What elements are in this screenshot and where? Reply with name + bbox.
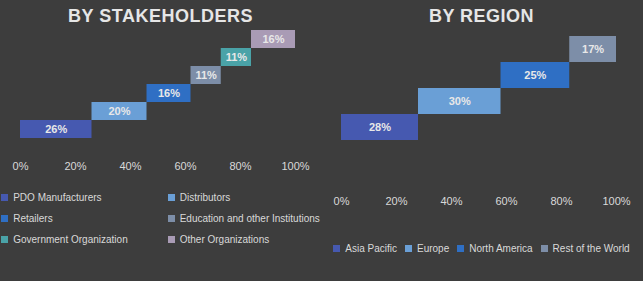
html-text:BY REGION: BY REGION: [428, 6, 535, 26]
svg-text:16%: 16%: [262, 33, 284, 45]
html-text:Rest of the World: Rest of the World: [552, 243, 630, 254]
svg-text:20%: 20%: [385, 195, 407, 207]
html-text:PDO Manufacturers: PDO Manufacturers: [13, 192, 102, 203]
svg-text:30%: 30%: [449, 95, 471, 107]
svg-text:26%: 26%: [45, 123, 67, 135]
html-text:North America: North America: [469, 243, 533, 254]
svg-text:80%: 80%: [550, 195, 572, 207]
svg-text:100%: 100%: [602, 195, 630, 207]
svg-text:0%: 0%: [13, 160, 29, 172]
svg-text:60%: 60%: [174, 160, 196, 172]
svg-text:20%: 20%: [64, 160, 86, 172]
svg-text:100%: 100%: [281, 160, 309, 172]
html-text:BY STAKEHOLDERS: BY STAKEHOLDERS: [68, 6, 253, 26]
svg-text:11%: 11%: [195, 69, 217, 81]
html-text:Distributors: Distributors: [179, 192, 231, 203]
svg-text:11%: 11%: [226, 51, 248, 63]
svg-text:20%: 20%: [108, 105, 130, 117]
html-text:Asia Pacific: Asia Pacific: [345, 243, 397, 254]
svg-text:17%: 17%: [582, 43, 604, 55]
html-text:Europe: Europe: [417, 243, 450, 254]
svg-text:28%: 28%: [369, 121, 391, 133]
svg-text:0%: 0%: [334, 195, 350, 207]
svg-text:80%: 80%: [229, 160, 251, 172]
html-text:Retailers: Retailers: [13, 213, 53, 224]
html-text:Education and other Institutio: Education and other Institutions: [179, 213, 320, 224]
svg-text:16%: 16%: [158, 87, 180, 99]
html-text:Government Organization: Government Organization: [13, 234, 128, 245]
html-text:Other Organizations: Other Organizations: [179, 234, 270, 245]
svg-text:40%: 40%: [440, 195, 462, 207]
svg-text:60%: 60%: [495, 195, 517, 207]
svg-text:40%: 40%: [119, 160, 141, 172]
svg-text:25%: 25%: [524, 69, 546, 81]
